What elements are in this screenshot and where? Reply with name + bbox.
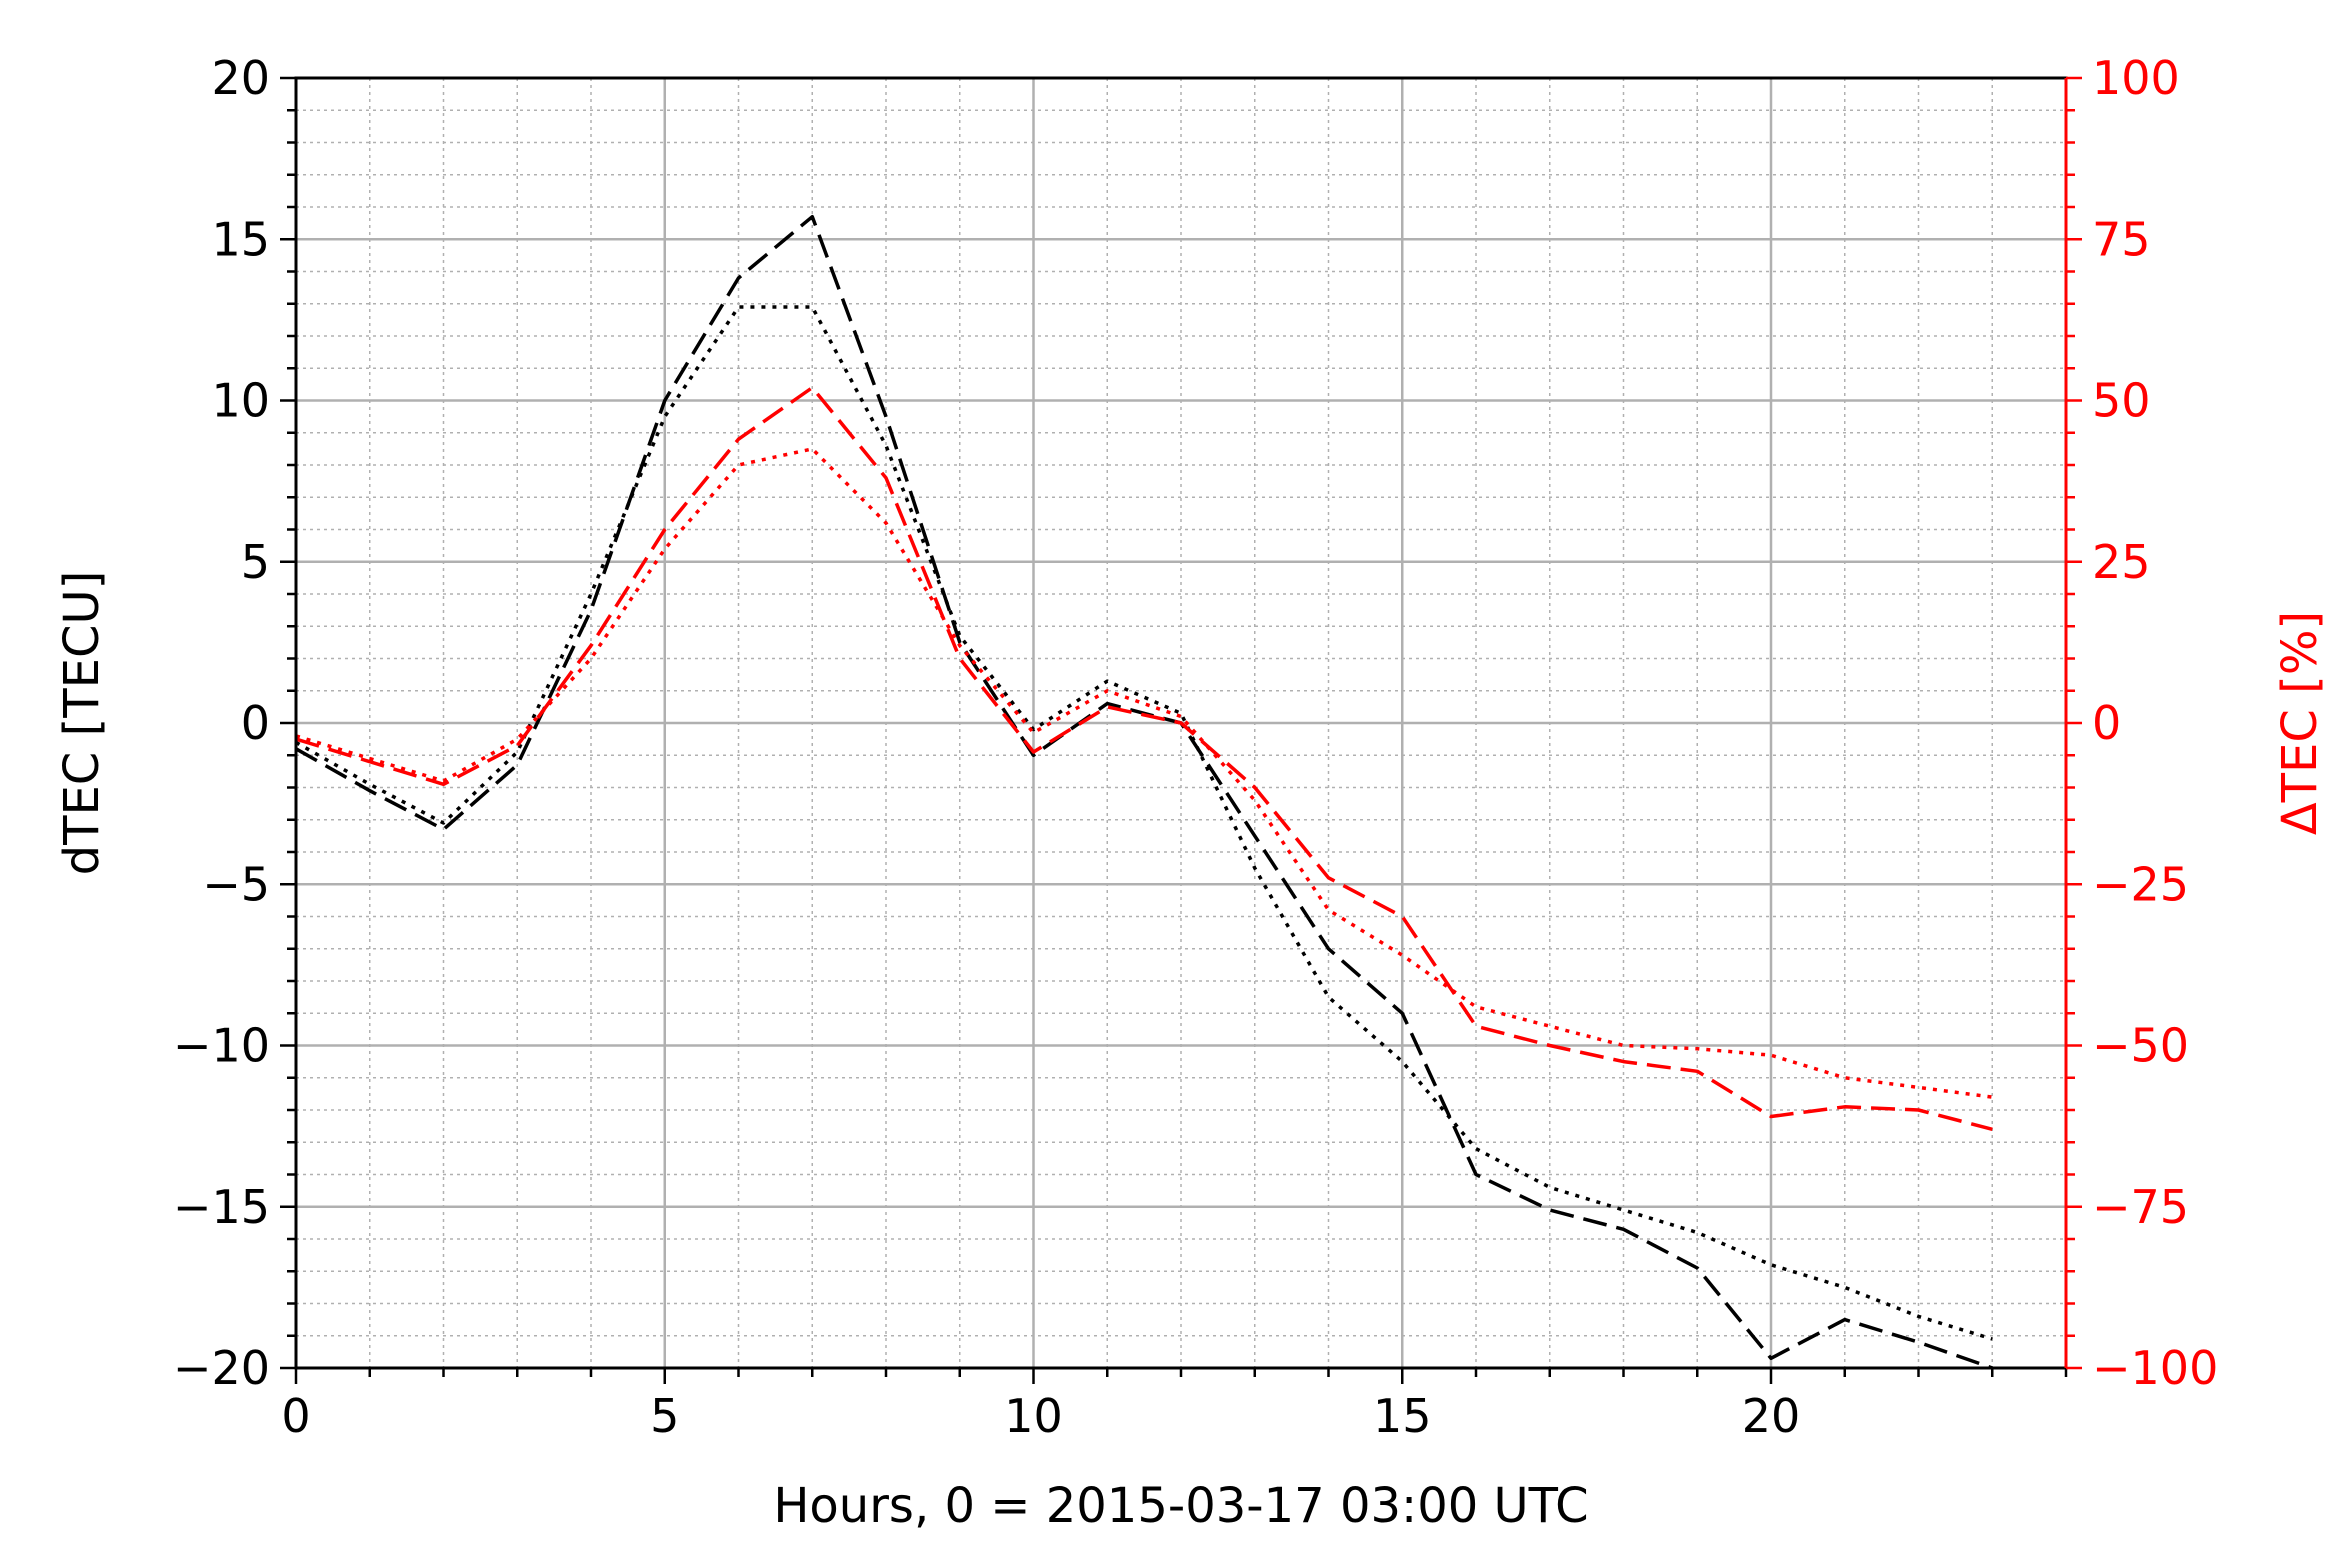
x-tick-label: 0 xyxy=(281,1389,310,1443)
y2-tick-label: −50 xyxy=(2092,1019,2189,1073)
x-tick-label: 15 xyxy=(1373,1389,1432,1443)
x-tick-label: 10 xyxy=(1004,1389,1063,1443)
y-tick-label: 15 xyxy=(211,212,270,266)
y2-tick-label: 0 xyxy=(2092,696,2121,750)
series-layer xyxy=(295,214,1993,1370)
series-line-1 xyxy=(295,214,1993,1370)
series-line-4 xyxy=(295,447,1993,1099)
x-tick-label: 5 xyxy=(650,1389,679,1443)
y2-tick-label: 100 xyxy=(2092,51,2180,105)
y2-tick-label: 25 xyxy=(2092,535,2151,589)
y-tick-label: −5 xyxy=(202,857,270,911)
series-line-2 xyxy=(295,305,1993,1341)
y-tick-label: −20 xyxy=(173,1341,270,1395)
y2-tick-label: −75 xyxy=(2092,1180,2189,1234)
tick-marks xyxy=(280,76,2082,1384)
x-tick-label: 20 xyxy=(1742,1389,1801,1443)
x-axis-label: Hours, 0 = 2015-03-17 03:00 UTC xyxy=(773,1478,1588,1534)
y-axis-label: dTEC [TECU] xyxy=(54,571,110,876)
y2-axis-label: ΔTEC [%] xyxy=(2272,611,2328,835)
y2-tick-label: 50 xyxy=(2092,374,2151,428)
y-tick-label: 20 xyxy=(211,51,270,105)
y-tick-label: −15 xyxy=(173,1180,270,1234)
y-tick-label: 10 xyxy=(211,374,270,428)
y-tick-label: 5 xyxy=(241,535,270,589)
y-tick-label: 0 xyxy=(241,696,270,750)
y2-tick-label: −25 xyxy=(2092,857,2189,911)
y-tick-label: −10 xyxy=(173,1019,270,1073)
y2-tick-label: 75 xyxy=(2092,212,2151,266)
series-line-3 xyxy=(295,385,1993,1131)
y2-tick-label: −100 xyxy=(2092,1341,2218,1395)
tick-labels: 0 5 10 15 20−20−15−10−505101520−100−75−50−25… xyxy=(173,51,2218,1443)
